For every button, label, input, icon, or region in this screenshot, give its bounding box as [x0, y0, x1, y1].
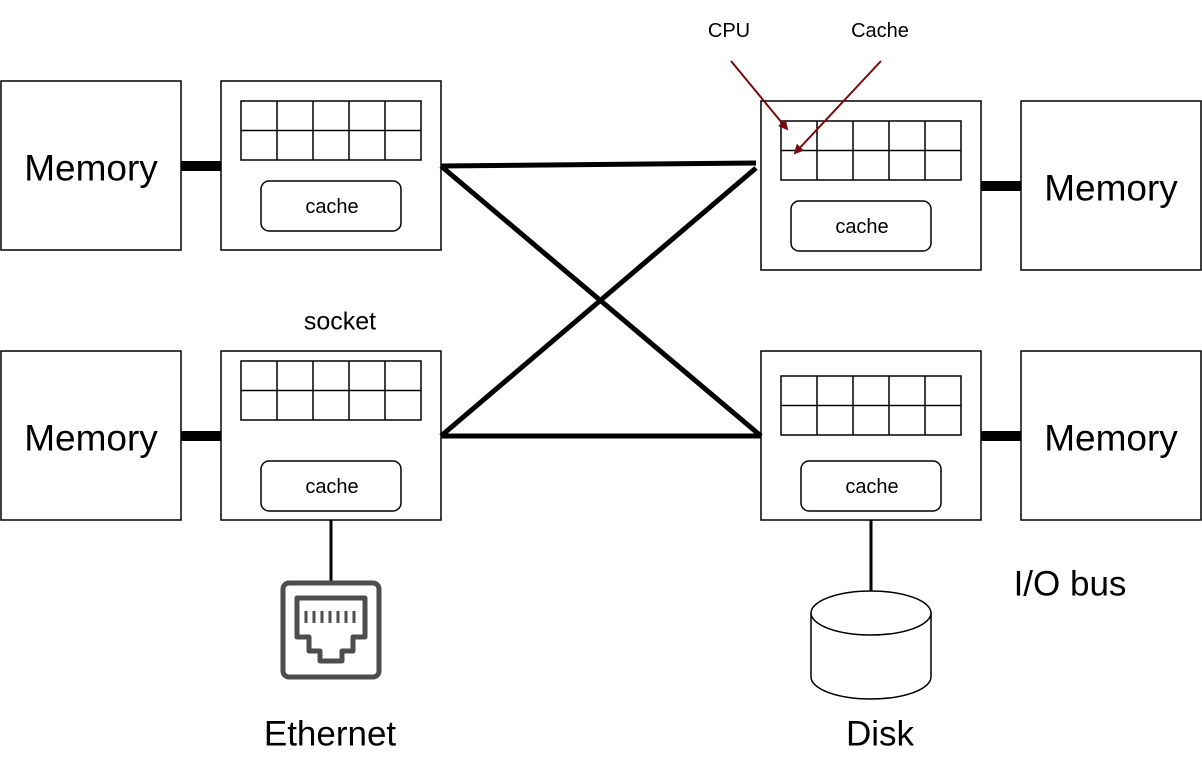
- memory-label: Memory: [24, 147, 158, 189]
- ethernet-label: Ethernet: [263, 714, 397, 754]
- memory-box-bottom-right: [1020, 350, 1202, 521]
- socket-bottom-right: [760, 350, 982, 521]
- cpu-annotation-label: CPU: [707, 20, 751, 42]
- cache-label: cache: [835, 216, 889, 238]
- ethernet-port-icon: [280, 580, 382, 680]
- disk-label: Disk: [845, 714, 915, 754]
- socket-top-right: [760, 100, 982, 271]
- cpu-pointer-arrow: [730, 60, 789, 131]
- memory-label: Memory: [1044, 167, 1178, 209]
- memory-box-bottom-left: [0, 350, 182, 521]
- memory-label: Memory: [24, 417, 158, 459]
- socket-top-left: [220, 80, 442, 251]
- disk-cylinder-icon: [810, 590, 932, 700]
- socket-label: socket: [303, 307, 377, 336]
- cache-box: [260, 460, 402, 512]
- cache-pointer-arrow: [793, 60, 882, 155]
- cache-label: cache: [845, 476, 899, 498]
- socket-bottom-left: [220, 350, 442, 521]
- cache-box: [260, 180, 402, 232]
- cache-box: [790, 200, 932, 252]
- memory-box-top-right: [1020, 100, 1202, 271]
- cache-label: cache: [305, 196, 359, 218]
- cache-box: [800, 460, 942, 512]
- memory-label: Memory: [1044, 417, 1178, 459]
- cache-label: cache: [305, 476, 359, 498]
- io-bus-label: I/O bus: [1013, 564, 1127, 604]
- socket-interconnect: [439, 160, 763, 439]
- memory-box-top-left: [0, 80, 182, 251]
- cache-annotation-label: Cache: [851, 20, 909, 42]
